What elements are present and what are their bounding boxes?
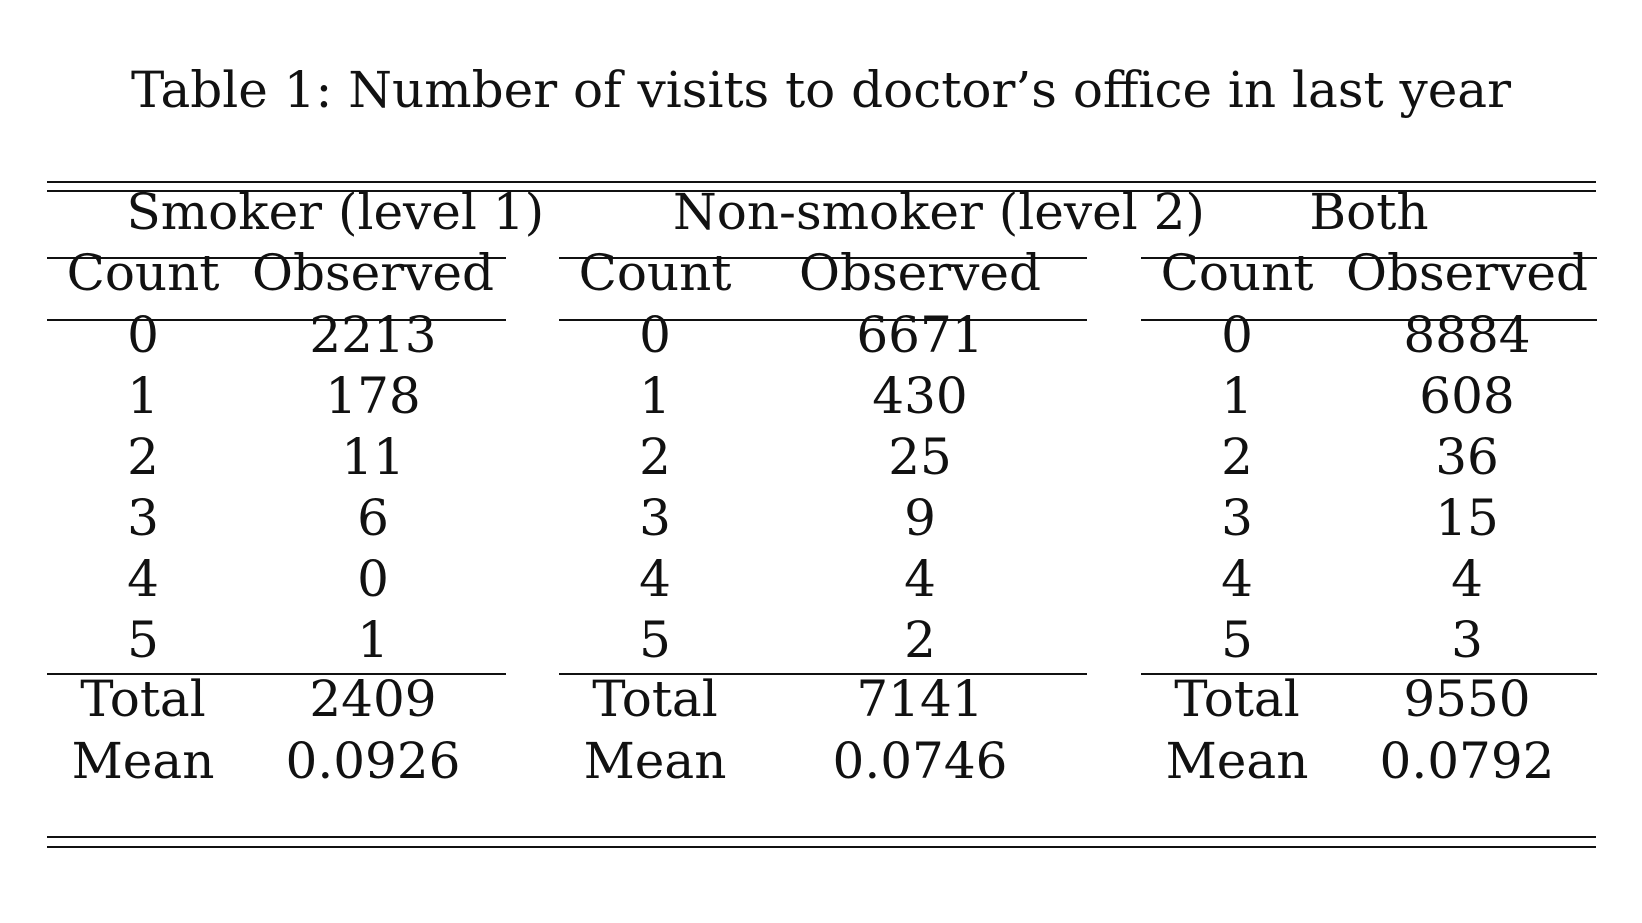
- table-cell-observed: 178: [325, 367, 421, 425]
- table-panel: Non-smoker (level 2) Count Observed 0 6671 1 4…: [559, 183, 1205, 843]
- table-cell-count: 2: [127, 428, 159, 486]
- summary-value: 7141: [856, 670, 984, 728]
- panel-title: Smoker (level 1): [126, 183, 545, 241]
- title-rule: [1141, 257, 1597, 259]
- summary-label: Total: [1174, 670, 1300, 728]
- column-header-observed: Observed: [252, 244, 494, 302]
- column-header-observed: Observed: [799, 244, 1041, 302]
- summary-value: 0.0746: [832, 732, 1008, 790]
- summary-label: Total: [592, 670, 718, 728]
- panel-title: Both: [1309, 183, 1429, 241]
- bottom-rule-outer: [47, 846, 1596, 848]
- table-panel: Both Count Observed 0 8884 1 608 2 36 3 15 4 4 5 3 Tota…: [1141, 183, 1597, 843]
- column-header-count: Count: [1160, 244, 1314, 302]
- summary-rule: [559, 673, 1087, 675]
- summary-value: 0.0926: [285, 732, 461, 790]
- table-cell-count: 4: [1221, 550, 1253, 608]
- table-cell-count: 2: [1221, 428, 1253, 486]
- table-cell-count: 2: [639, 428, 671, 486]
- column-header-count: Count: [578, 244, 732, 302]
- table-cell-count: 0: [127, 306, 159, 364]
- table-cell-count: 3: [127, 489, 159, 547]
- table-cell-observed: 2: [904, 611, 936, 669]
- table-cell-observed: 25: [888, 428, 952, 486]
- table-cell-count: 3: [1221, 489, 1253, 547]
- summary-label: Total: [80, 670, 206, 728]
- table-cell-count: 0: [1221, 306, 1253, 364]
- panel-title: Non-smoker (level 2): [673, 183, 1205, 241]
- table-cell-count: 4: [639, 550, 671, 608]
- table-cell-observed: 430: [872, 367, 968, 425]
- table-cell-observed: 1: [357, 611, 389, 669]
- table-cell-observed: 36: [1435, 428, 1499, 486]
- table-caption: Table 1: Number of visits to doctor’s of…: [130, 61, 1512, 119]
- table-cell-observed: 9: [904, 489, 936, 547]
- summary-label: Mean: [1165, 732, 1309, 790]
- column-header-observed: Observed: [1346, 244, 1588, 302]
- table-cell-observed: 6: [357, 489, 389, 547]
- table-cell-observed: 4: [904, 550, 936, 608]
- header-rule: [559, 319, 1087, 321]
- header-rule: [47, 319, 506, 321]
- table-cell-count: 5: [127, 611, 159, 669]
- table-cell-observed: 4: [1451, 550, 1483, 608]
- top-rule-inner: [47, 190, 1596, 192]
- summary-value: 0.0792: [1379, 732, 1555, 790]
- table-cell-observed: 2213: [309, 306, 437, 364]
- table-panel: Smoker (level 1) Count Observed 0 2213 1 178 2 1…: [47, 183, 545, 843]
- table-cell-count: 0: [639, 306, 671, 364]
- table-cell-count: 1: [127, 367, 159, 425]
- table-cell-observed: 8884: [1403, 306, 1531, 364]
- title-rule: [559, 257, 1087, 259]
- summary-value: 9550: [1403, 670, 1531, 728]
- summary-rule: [47, 673, 506, 675]
- table-cell-count: 5: [1221, 611, 1253, 669]
- summary-label: Mean: [583, 732, 727, 790]
- summary-value: 2409: [309, 670, 437, 728]
- column-header-count: Count: [66, 244, 220, 302]
- summary-rule: [1141, 673, 1597, 675]
- summary-label: Mean: [71, 732, 215, 790]
- table-cell-observed: 608: [1419, 367, 1515, 425]
- header-rule: [1141, 319, 1597, 321]
- table-cell-count: 3: [639, 489, 671, 547]
- table-cell-count: 4: [127, 550, 159, 608]
- table-cell-observed: 3: [1451, 611, 1483, 669]
- table-cell-observed: 0: [357, 550, 389, 608]
- top-rule-outer: [47, 181, 1596, 183]
- title-rule: [47, 257, 506, 259]
- table-cell-observed: 11: [341, 428, 405, 486]
- table-cell-count: 1: [639, 367, 671, 425]
- table-cell-observed: 15: [1435, 489, 1499, 547]
- table-cell-count: 5: [639, 611, 671, 669]
- bottom-rule-inner: [47, 836, 1596, 838]
- table-cell-count: 1: [1221, 367, 1253, 425]
- table-cell-observed: 6671: [856, 306, 984, 364]
